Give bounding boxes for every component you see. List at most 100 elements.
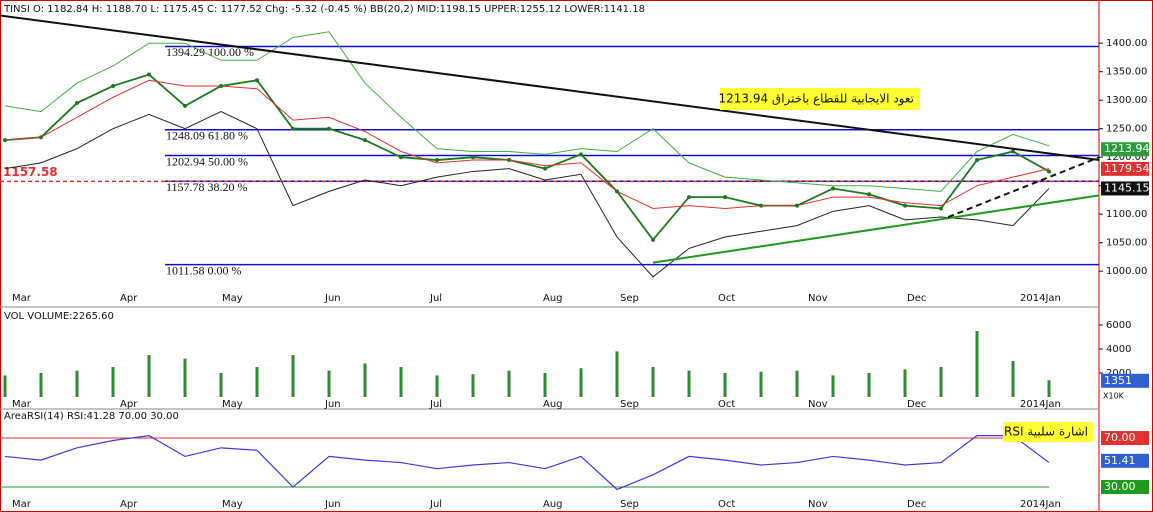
- trendline: [652, 194, 1100, 264]
- x-tick-label: 2014Jan: [1020, 293, 1061, 304]
- x-tick-label: Jul: [429, 399, 442, 410]
- x-tick-label: Aug: [543, 499, 563, 510]
- x-tick-label: Jun: [324, 399, 341, 410]
- rsi-line: [4, 434, 1050, 491]
- volume-bar: [939, 367, 943, 397]
- x-tick-label: Apr: [120, 293, 138, 304]
- volume-bar: [327, 370, 331, 397]
- volume-bar: [3, 375, 7, 397]
- volume-header: VOL VOLUME:2265.60: [4, 311, 114, 322]
- x-tick-label: Oct: [718, 399, 735, 410]
- fib-label: 1248.09 61.80 %: [166, 129, 248, 143]
- price-tag-label: 70.00: [1104, 431, 1136, 444]
- x-tick-label: Mar: [12, 293, 32, 304]
- x-tick-label: Sep: [620, 499, 639, 510]
- y-tick-label: 2000: [1106, 368, 1131, 379]
- x-tick-label: May: [222, 499, 243, 510]
- price-point: [615, 189, 619, 194]
- x-tick-label: Jul: [429, 293, 442, 304]
- price-tag-label: 30.00: [1104, 480, 1136, 493]
- trendline: [947, 156, 1100, 218]
- price-point: [435, 158, 439, 163]
- price-point: [831, 186, 835, 191]
- volume-bar: [579, 368, 583, 397]
- trendline: [0, 14, 1100, 162]
- price-tag: [1101, 373, 1149, 388]
- volume-bar: [507, 370, 511, 397]
- volume-bar: [39, 373, 43, 397]
- price-point: [399, 155, 403, 160]
- x-tick-label: Dec: [907, 293, 926, 304]
- band-line: [4, 31, 1050, 192]
- volume-bar: [723, 373, 727, 397]
- x-tick-label: 2014Jan: [1020, 499, 1061, 510]
- price-line: [4, 73, 1050, 242]
- volume-bar: [759, 371, 763, 397]
- x-tick-label: Apr: [120, 399, 138, 410]
- price-tag: [1101, 431, 1149, 446]
- x-tick-label: Jul: [429, 499, 442, 510]
- x-tick-label: Jun: [324, 293, 341, 304]
- x-tick-label: Aug: [543, 293, 563, 304]
- volume-bar: [687, 370, 691, 397]
- price-tag: [1101, 453, 1149, 468]
- volume-bar: [435, 375, 439, 397]
- price-point: [111, 83, 115, 88]
- price-point: [363, 138, 367, 143]
- y-tick-label: 1000.00: [1106, 266, 1147, 277]
- x-tick-label: May: [222, 293, 243, 304]
- price-tag-label: 1213.94: [1104, 142, 1150, 155]
- x-tick-label: Sep: [620, 293, 639, 304]
- price-tag: [1101, 181, 1149, 196]
- volume-unit: X10K: [1103, 392, 1125, 401]
- volume-bar: [147, 355, 151, 397]
- price-point: [3, 138, 7, 143]
- x-tick-label: 2014Jan: [1020, 399, 1061, 410]
- fib-label: 1394.29 100.00 %: [166, 45, 254, 59]
- x-tick-label: Nov: [808, 399, 828, 410]
- volume-bar: [255, 367, 259, 397]
- price-point: [219, 83, 223, 88]
- price-point: [75, 101, 79, 106]
- annotation-box: [1003, 422, 1093, 442]
- x-tick-label: Apr: [120, 499, 138, 510]
- volume-bar: [399, 367, 403, 397]
- price-header: TINSI O: 1182.84 H: 1188.70 L: 1175.45 C…: [3, 4, 645, 15]
- price-tag-label: 1145.15: [1104, 181, 1150, 194]
- x-tick-label: Nov: [808, 293, 828, 304]
- fib-label: 1157.78 38.20 %: [166, 180, 248, 194]
- y-tick-label: 1250.00: [1106, 124, 1147, 135]
- rsi-header: AreaRSI(14) RSI:41.28 70.00 30.00: [4, 411, 179, 422]
- price-point: [147, 72, 151, 77]
- price-point: [723, 195, 727, 200]
- volume-bar: [903, 369, 907, 397]
- price-point: [579, 152, 583, 157]
- price-point: [327, 126, 331, 131]
- volume-bar: [1011, 361, 1015, 397]
- y-tick-label: 1400.00: [1106, 38, 1147, 49]
- price-tag: [1101, 142, 1149, 157]
- x-tick-label: Jun: [324, 499, 341, 510]
- price-point: [507, 158, 511, 163]
- price-point: [903, 203, 907, 208]
- volume-bar: [867, 373, 871, 397]
- price-point: [759, 203, 763, 208]
- x-tick-label: Dec: [907, 499, 926, 510]
- price-point: [867, 192, 871, 197]
- y-tick-label: 1300.00: [1106, 95, 1147, 106]
- price-point: [543, 166, 547, 171]
- volume-bar: [291, 355, 295, 397]
- price-point: [939, 206, 943, 211]
- fib-label: 1011.58 0.00 %: [166, 263, 242, 277]
- price-tag-label: 1351: [1104, 374, 1132, 387]
- x-tick-label: Mar: [12, 399, 32, 410]
- price-point: [1011, 149, 1015, 154]
- volume-bar: [615, 351, 619, 397]
- annotation: اشارة سلبية RSI: [1004, 425, 1088, 440]
- volume-bar: [1047, 380, 1051, 397]
- price-point: [651, 237, 655, 242]
- band-line: [4, 111, 1050, 278]
- x-tick-label: Sep: [620, 399, 639, 410]
